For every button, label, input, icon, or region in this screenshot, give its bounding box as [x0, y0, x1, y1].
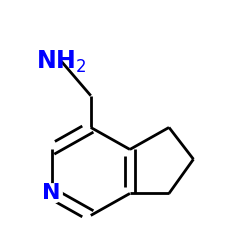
- Text: N: N: [42, 184, 61, 204]
- Text: NH$_2$: NH$_2$: [36, 48, 86, 74]
